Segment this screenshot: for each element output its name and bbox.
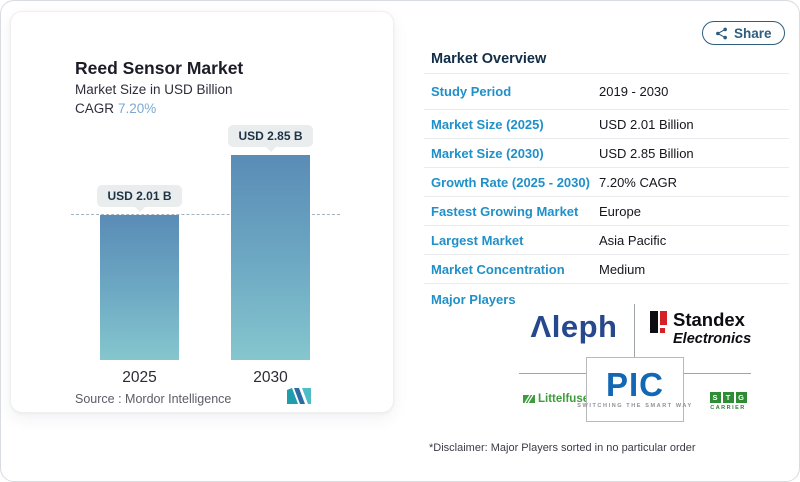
- disclaimer-text: *Disclaimer: Major Players sorted in no …: [429, 442, 696, 454]
- row-label: Market Concentration: [431, 261, 565, 277]
- source-value: Mordor Intelligence: [125, 392, 232, 406]
- row-value: USD 2.85 Billion: [599, 145, 694, 161]
- pic-logo-tagline: SWITCHING THE SMART WAY: [577, 403, 693, 410]
- standex-logo-icon: [650, 311, 667, 333]
- row-value: 7.20% CAGR: [599, 174, 678, 190]
- table-row: Largest Market Asia Pacific: [424, 226, 789, 255]
- share-button-label: Share: [734, 25, 772, 41]
- table-row: Growth Rate (2025 - 2030) 7.20% CAGR: [424, 168, 789, 197]
- market-overview-panel: Market Overview Study Period 2019 - 2030…: [424, 1, 789, 481]
- share-icon: [716, 27, 727, 39]
- stg-letter-s: S: [709, 392, 721, 403]
- bar-group-2025: USD 2.01 B 2025: [97, 185, 182, 386]
- stg-letter-t: T: [722, 392, 734, 403]
- share-button[interactable]: Share: [702, 21, 785, 45]
- standex-electronics-logo: Standex Electronics: [650, 309, 752, 347]
- standex-logo-text: Standex: [673, 309, 745, 330]
- cagr-value: 7.20%: [118, 101, 157, 116]
- row-label: Market Size (2025): [431, 116, 544, 132]
- table-row: Market Size (2030) USD 2.85 Billion: [424, 139, 789, 168]
- overview-title: Market Overview: [431, 51, 547, 67]
- x-axis-label-2025: 2025: [122, 369, 157, 386]
- row-value: USD 2.01 Billion: [599, 116, 694, 132]
- littelfuse-logo-icon: [523, 394, 535, 404]
- bar-value-label-tail: [265, 147, 276, 152]
- source-attribution: Source : Mordor Intelligence: [75, 392, 231, 406]
- table-row: Market Concentration Medium: [424, 255, 789, 284]
- bar-group-2030: USD 2.85 B 2030: [228, 125, 313, 386]
- x-axis-label-2030: 2030: [253, 369, 288, 386]
- bar-rect-2025: [100, 215, 179, 360]
- pic-logo-text: PIC: [605, 365, 664, 403]
- row-label: Largest Market: [431, 232, 524, 248]
- row-label: Fastest Growing Market: [431, 203, 579, 219]
- standex-logo-subtext: Electronics: [673, 330, 752, 347]
- row-value: Medium: [599, 261, 646, 277]
- pic-logo: PIC SWITCHING THE SMART WAY: [577, 357, 691, 422]
- overview-table: Study Period 2019 - 2030 Market Size (20…: [424, 73, 789, 284]
- table-row: Market Size (2025) USD 2.01 Billion: [424, 110, 789, 139]
- table-row: Study Period 2019 - 2030: [424, 74, 789, 110]
- source-label: Source :: [75, 392, 122, 406]
- bar-chart-plot: USD 2.01 B 2025 USD 2.85 B 2030: [65, 122, 340, 386]
- chart-cagr: CAGR 7.20%: [75, 101, 156, 116]
- players-divider-vertical: [634, 304, 635, 359]
- chart-title: Reed Sensor Market: [75, 58, 244, 78]
- row-label: Market Size (2030): [431, 145, 544, 161]
- bar-value-label-2025: USD 2.01 B: [97, 185, 182, 207]
- row-label: Growth Rate (2025 - 2030): [431, 174, 590, 190]
- littelfuse-logo: Littelfuse: [523, 393, 589, 405]
- stg-carrier-text: CARRIER: [710, 405, 746, 411]
- bar-value-label-2030: USD 2.85 B: [228, 125, 313, 147]
- bar-rect-2030: [231, 155, 310, 360]
- table-row: Fastest Growing Market Europe: [424, 197, 789, 226]
- row-value: Europe: [599, 203, 641, 219]
- cagr-label: CAGR: [75, 101, 115, 116]
- market-size-chart-card: Reed Sensor Market Market Size in USD Bi…: [10, 11, 394, 413]
- aleph-logo: Λleph: [530, 309, 618, 344]
- chart-subtitle: Market Size in USD Billion: [75, 82, 233, 97]
- row-label: Study Period: [431, 84, 512, 99]
- row-value: 2019 - 2030: [599, 84, 669, 99]
- mordor-intelligence-logo-icon: [287, 388, 311, 404]
- stg-letter-g: G: [735, 392, 747, 403]
- stg-carrier-logo: S T G CARRIER: [696, 392, 760, 411]
- littelfuse-logo-text: Littelfuse: [538, 393, 590, 405]
- value-guide-line: [71, 214, 340, 215]
- row-value: Asia Pacific: [599, 232, 667, 248]
- bar-value-label-tail: [134, 207, 145, 212]
- major-players-label: Major Players: [431, 292, 516, 307]
